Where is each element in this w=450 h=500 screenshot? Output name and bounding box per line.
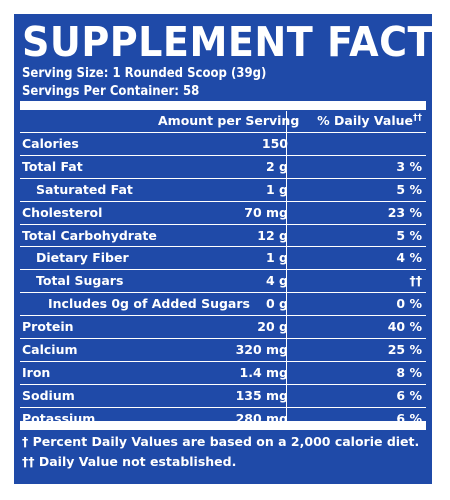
divider-thick-top bbox=[20, 101, 426, 110]
nutrient-daily-value: 40 % bbox=[387, 319, 422, 335]
nutrient-daily-value: 23 % bbox=[387, 204, 422, 220]
supplement-facts-panel: SUPPLEMENT FACTS Serving Size: 1 Rounded… bbox=[14, 14, 450, 484]
nutrient-row: Iron 1.4 mg 8 % bbox=[20, 360, 426, 384]
nutrient-row: Total Sugars 4 g †† bbox=[20, 269, 426, 292]
nutrient-amount: 1 g bbox=[266, 250, 288, 266]
nutrient-name: Dietary Fiber bbox=[36, 250, 129, 266]
nutrient-amount: 150 bbox=[261, 136, 288, 151]
nutrient-amount: 4 g bbox=[266, 273, 288, 289]
nutrient-name: Total Fat bbox=[22, 158, 83, 174]
nutrient-row: Total Carbohydrate 12 g 5 % bbox=[20, 223, 426, 247]
nutrient-amount: 2 g bbox=[266, 158, 288, 174]
serving-size: Serving Size: 1 Rounded Scoop (39g) bbox=[22, 66, 267, 81]
nutrient-name: Protein bbox=[22, 319, 74, 335]
column-divider bbox=[286, 111, 287, 421]
nutrient-row: Total Fat 2 g 3 % bbox=[20, 154, 426, 178]
column-header-row: Amount per Serving % Daily Value†† bbox=[20, 111, 426, 132]
nutrient-row: Calories 150 bbox=[20, 132, 426, 155]
amount-per-serving-header: Amount per Serving bbox=[158, 113, 300, 128]
nutrient-amount: 1.4 mg bbox=[239, 364, 288, 380]
nutrient-name: Total Sugars bbox=[36, 273, 124, 289]
nutrient-amount: 135 mg bbox=[235, 387, 288, 403]
nutrient-rows: Calories 150 Total Fat 2 g 3 % Saturated Fat 1… bbox=[20, 132, 426, 430]
nutrient-daily-value: 3 % bbox=[396, 158, 422, 174]
nutrient-amount: 320 mg bbox=[235, 342, 288, 358]
panel-title: SUPPLEMENT FACTS bbox=[22, 18, 450, 66]
nutrient-name: Total Carbohydrate bbox=[22, 227, 157, 243]
nutrient-name: Calcium bbox=[22, 342, 78, 358]
nutrient-name: Iron bbox=[22, 364, 51, 380]
nutrient-name: Saturated Fat bbox=[36, 181, 133, 197]
nutrient-daily-value: †† bbox=[409, 273, 423, 289]
footnote-not-established: †† Daily Value not established. bbox=[22, 454, 237, 469]
nutrient-row: Includes 0g of Added Sugars 0 g 0 % bbox=[20, 292, 426, 315]
nutrient-daily-value: 4 % bbox=[396, 250, 422, 266]
nutrient-amount: 20 g bbox=[257, 319, 288, 335]
nutrient-daily-value: 25 % bbox=[387, 342, 422, 358]
servings-per-container: Servings Per Container: 58 bbox=[22, 84, 200, 99]
divider-thick-bottom bbox=[20, 421, 426, 430]
nutrient-amount: 0 g bbox=[266, 296, 288, 312]
footnote-daily-values: † Percent Daily Values are based on a 2,… bbox=[22, 434, 420, 449]
nutrient-daily-value: 0 % bbox=[396, 296, 422, 312]
nutrient-name: Calories bbox=[22, 136, 79, 151]
nutrient-name: Includes 0g of Added Sugars bbox=[48, 296, 250, 312]
nutrient-daily-value: 8 % bbox=[396, 364, 422, 380]
nutrient-daily-value: 6 % bbox=[396, 387, 422, 403]
nutrient-row: Sodium 135 mg 6 % bbox=[20, 383, 426, 407]
nutrient-row: Cholesterol 70 mg 23 % bbox=[20, 200, 426, 224]
nutrient-amount: 12 g bbox=[257, 227, 288, 243]
nutrient-daily-value: 5 % bbox=[396, 181, 422, 197]
nutrient-row: Calcium 320 mg 25 % bbox=[20, 338, 426, 361]
nutrient-amount: 70 mg bbox=[244, 204, 288, 220]
nutrient-daily-value: 5 % bbox=[396, 227, 422, 243]
nutrient-row: Dietary Fiber 1 g 4 % bbox=[20, 246, 426, 269]
nutrient-row: Protein 20 g 40 % bbox=[20, 315, 426, 338]
daily-value-header: % Daily Value†† bbox=[317, 112, 422, 128]
nutrient-name: Cholesterol bbox=[22, 204, 103, 220]
nutrient-amount: 1 g bbox=[266, 181, 288, 197]
nutrient-name: Sodium bbox=[22, 387, 75, 403]
nutrient-row: Saturated Fat 1 g 5 % bbox=[20, 177, 426, 201]
